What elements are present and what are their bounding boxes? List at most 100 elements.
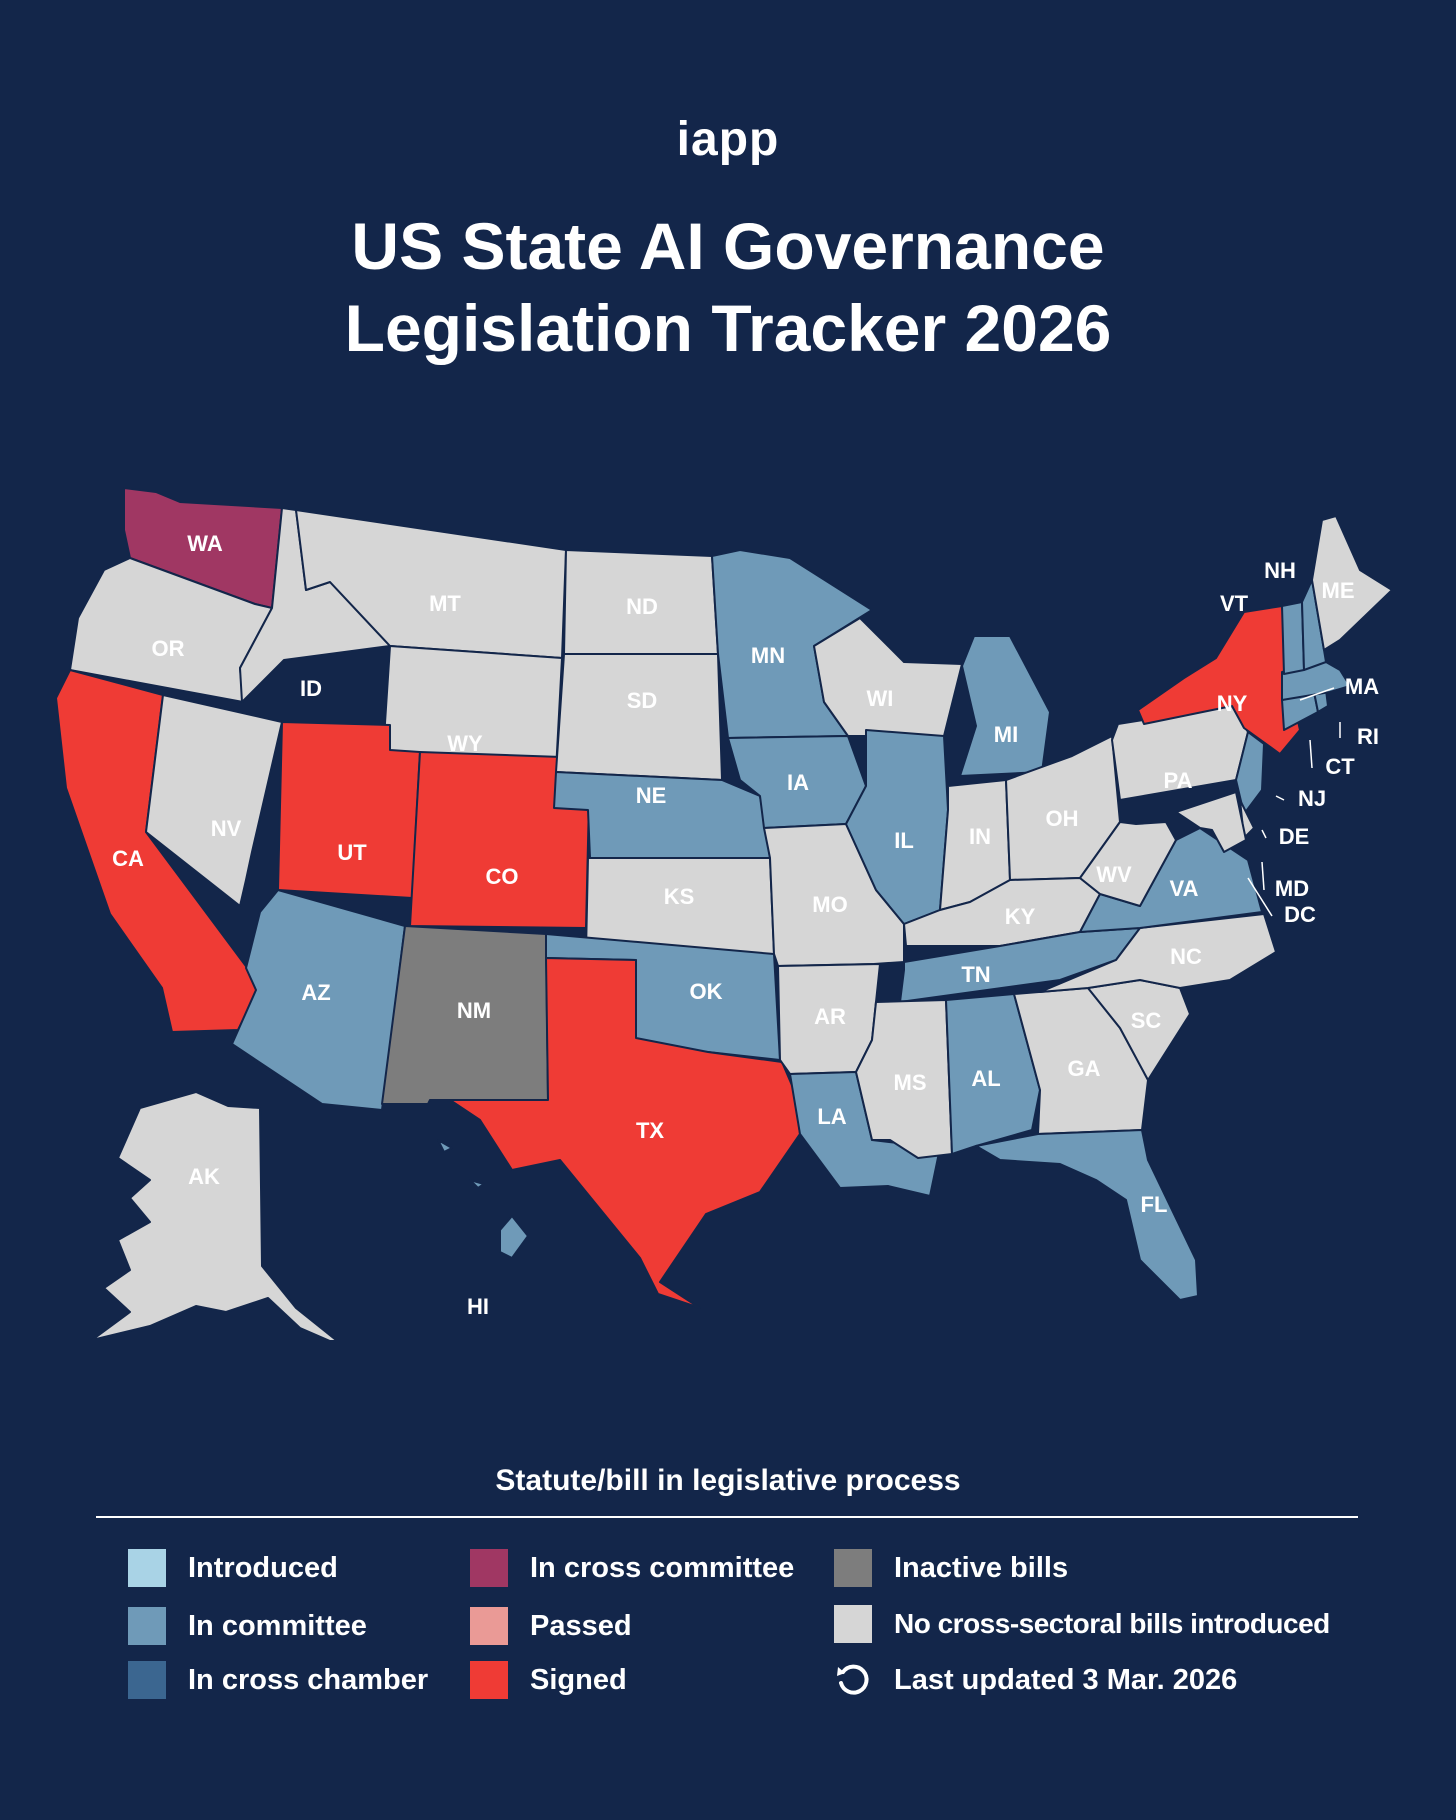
state-wi: [813, 617, 963, 737]
legend-label: Introduced: [188, 1551, 338, 1584]
state-label-co: CO: [486, 864, 519, 889]
state-fl: [975, 1129, 1199, 1301]
state-label-tx: TX: [636, 1118, 664, 1143]
state-label-in: IN: [969, 824, 991, 849]
legend-title: Statute/bill in legislative process: [495, 1464, 961, 1497]
leader-line-dc: [1247, 877, 1273, 917]
state-label-wi: WI: [867, 686, 894, 711]
state-vt: [1281, 601, 1305, 675]
state-md: [1175, 791, 1247, 853]
state-label-ny: NY: [1217, 691, 1248, 716]
state-label-nd: ND: [626, 594, 658, 619]
state-nc: [1039, 913, 1277, 993]
legend-label: In cross chamber: [188, 1663, 429, 1696]
state-label-tn: TN: [961, 962, 990, 987]
state-nh: [1301, 579, 1327, 671]
labels-layer: WA OR CA NV ID MT WY UT CO AZ NM ND SD NE KS OK TX MN IA MO…: [112, 531, 1379, 1319]
state-label-wy: WY: [447, 731, 483, 756]
state-label-ri: RI: [1357, 724, 1379, 749]
title-line-1: US State AI Governance: [351, 209, 1105, 283]
swatch-inactive-bills: [834, 1549, 872, 1587]
refresh-icon: [837, 1664, 869, 1695]
state-label-al: AL: [971, 1066, 1000, 1091]
legend-item-introduced: Introduced: [128, 1548, 338, 1588]
legend-item-in-committee: In committee: [128, 1606, 367, 1646]
state-label-sd: SD: [627, 688, 658, 713]
state-sd: [555, 653, 723, 781]
state-label-ia: IA: [787, 770, 809, 795]
state-label-nv: NV: [211, 816, 242, 841]
state-label-nh: NH: [1264, 558, 1296, 583]
title-line-2: Legislation Tracker 2026: [344, 291, 1112, 365]
state-label-il: IL: [894, 828, 914, 853]
swatch-passed: [470, 1607, 508, 1645]
state-label-wv: WV: [1096, 862, 1132, 887]
state-label-sc: SC: [1131, 1008, 1162, 1033]
state-label-ca: CA: [112, 846, 144, 871]
state-ak: [91, 1091, 338, 1340]
iapp-logo: iapp: [676, 113, 780, 166]
state-label-ma: MA: [1345, 674, 1379, 699]
state-label-ms: MS: [894, 1070, 927, 1095]
swatch-in-cross-committee: [470, 1549, 508, 1587]
legend-item-no-bills: No cross-sectoral bills introduced: [834, 1604, 1330, 1644]
us-state-map: WA OR CA NV ID MT WY UT CO AZ NM ND SD NE KS OK TX MN IA MO…: [55, 487, 1393, 1340]
page-title: US State AI Governance Legislation Track…: [0, 205, 1456, 369]
legend-label: No cross-sectoral bills introduced: [894, 1608, 1330, 1639]
state-label-dc: DC: [1284, 902, 1316, 927]
state-label-wa: WA: [187, 531, 223, 556]
legend-item-inactive-bills: Inactive bills: [834, 1548, 1068, 1588]
legend-item-in-cross-chamber: In cross chamber: [128, 1660, 428, 1700]
legend-label: Inactive bills: [894, 1551, 1069, 1584]
states-layer: [55, 487, 1393, 1340]
state-label-ne: NE: [636, 783, 667, 808]
state-label-nc: NC: [1170, 944, 1202, 969]
state-label-md: MD: [1275, 876, 1309, 901]
state-label-mt: MT: [429, 591, 461, 616]
state-label-de: DE: [1279, 824, 1310, 849]
state-label-ky: KY: [1005, 904, 1036, 929]
state-wv: [1079, 821, 1177, 907]
state-label-mo: MO: [812, 892, 847, 917]
leader-line-de: [1261, 829, 1267, 839]
state-label-fl: FL: [1141, 1192, 1168, 1217]
state-label-hi: HI: [467, 1294, 489, 1319]
legend-label: In cross committee: [530, 1551, 795, 1584]
state-mi: [959, 635, 1051, 777]
last-updated-text: Last updated 3 Mar. 2026: [894, 1663, 1238, 1696]
state-label-az: AZ: [301, 980, 330, 1005]
state-label-id: ID: [300, 676, 322, 701]
legend-label: Signed: [530, 1663, 627, 1696]
state-nj: [1235, 731, 1265, 815]
state-hi: [437, 1139, 529, 1259]
state-label-ut: UT: [337, 840, 367, 865]
state-label-nj: NJ: [1298, 786, 1326, 811]
state-label-vt: VT: [1220, 591, 1249, 616]
state-label-ct: CT: [1325, 754, 1355, 779]
leader-line-ct: [1309, 739, 1313, 769]
state-label-ga: GA: [1068, 1056, 1101, 1081]
state-ms: [855, 999, 953, 1159]
state-tx: [449, 957, 801, 1309]
legend-label: Passed: [530, 1609, 632, 1642]
legend-item-signed: Signed: [470, 1660, 627, 1700]
state-label-la: LA: [817, 1104, 846, 1129]
last-updated: Last updated 3 Mar. 2026: [834, 1660, 1237, 1700]
leader-line-md: [1261, 861, 1265, 891]
state-me: [1311, 515, 1393, 651]
state-label-ar: AR: [814, 1004, 846, 1029]
leader-line-ma: [1299, 687, 1335, 701]
state-label-mi: MI: [994, 722, 1018, 747]
legend-divider: [96, 1516, 1358, 1518]
state-label-ak: AK: [188, 1164, 220, 1189]
leader-line-nj: [1275, 795, 1285, 801]
state-label-va: VA: [1170, 876, 1199, 901]
state-label-ok: OK: [690, 979, 723, 1004]
legend-label: In committee: [188, 1609, 367, 1642]
swatch-in-cross-chamber: [128, 1661, 166, 1699]
swatch-signed: [470, 1661, 508, 1699]
state-label-mn: MN: [751, 643, 785, 668]
state-label-oh: OH: [1046, 806, 1079, 831]
swatch-in-committee: [128, 1607, 166, 1645]
state-label-nm: NM: [457, 998, 491, 1023]
